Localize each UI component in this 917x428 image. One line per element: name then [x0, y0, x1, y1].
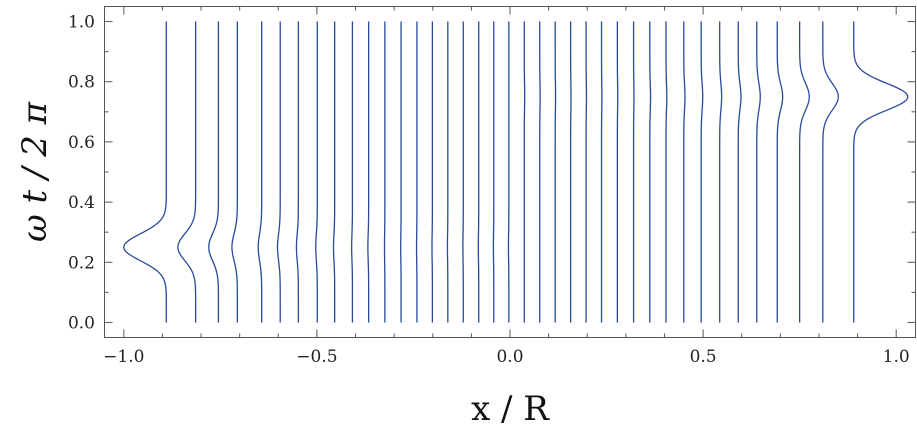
trajectory-line-36 — [776, 21, 784, 323]
trajectory-line-3 — [208, 21, 220, 323]
y-tick-label: 0.0 — [68, 313, 95, 333]
trajectory-line-6 — [276, 21, 281, 323]
trajectory-line-2 — [177, 21, 197, 323]
y-tick-label: 0.4 — [68, 193, 95, 213]
plot-frame — [104, 6, 916, 338]
x-tick-label: 0.0 — [496, 347, 523, 367]
trajectory-line-9 — [332, 21, 336, 323]
trajectory-line-37 — [798, 21, 810, 323]
y-tick-label: 0.6 — [68, 133, 95, 153]
axis-ticks — [104, 6, 916, 338]
x-tick-label: 1.0 — [883, 347, 910, 367]
x-tick-labels: −1.0 −0.5 0.0 0.5 1.0 — [103, 347, 910, 367]
trajectory-line-1 — [123, 21, 167, 323]
trajectory-line-29 — [649, 21, 652, 323]
y-tick-label: 0.8 — [68, 73, 95, 93]
trajectory-curves — [123, 21, 909, 323]
trajectory-line-33 — [719, 21, 723, 323]
y-tick-label: 1.0 — [68, 13, 95, 33]
trajectory-line-39 — [853, 21, 909, 323]
y-axis-title: ω t / 2 π — [15, 101, 55, 242]
trajectory-line-32 — [700, 21, 704, 323]
trajectory-line-8 — [315, 21, 318, 323]
trajectory-line-11 — [367, 21, 370, 323]
trajectory-line-38 — [822, 21, 839, 323]
trajectory-line-5 — [257, 21, 263, 323]
x-tick-label: −0.5 — [296, 347, 337, 367]
trajectory-line-31 — [683, 21, 686, 323]
trajectory-line-4 — [231, 21, 239, 323]
y-tick-label: 0.2 — [68, 253, 95, 273]
trajectory-line-7 — [295, 21, 300, 323]
trajectory-line-10 — [351, 21, 354, 323]
trajectory-line-30 — [665, 21, 668, 323]
x-tick-label: −1.0 — [103, 347, 144, 367]
x-axis-title: x / R — [471, 389, 550, 428]
trajectory-line-35 — [756, 21, 761, 323]
x-tick-label: 0.5 — [690, 347, 717, 367]
trajectory-line-34 — [737, 21, 742, 323]
y-tick-labels: 0.0 0.2 0.4 0.6 0.8 1.0 — [68, 13, 95, 334]
